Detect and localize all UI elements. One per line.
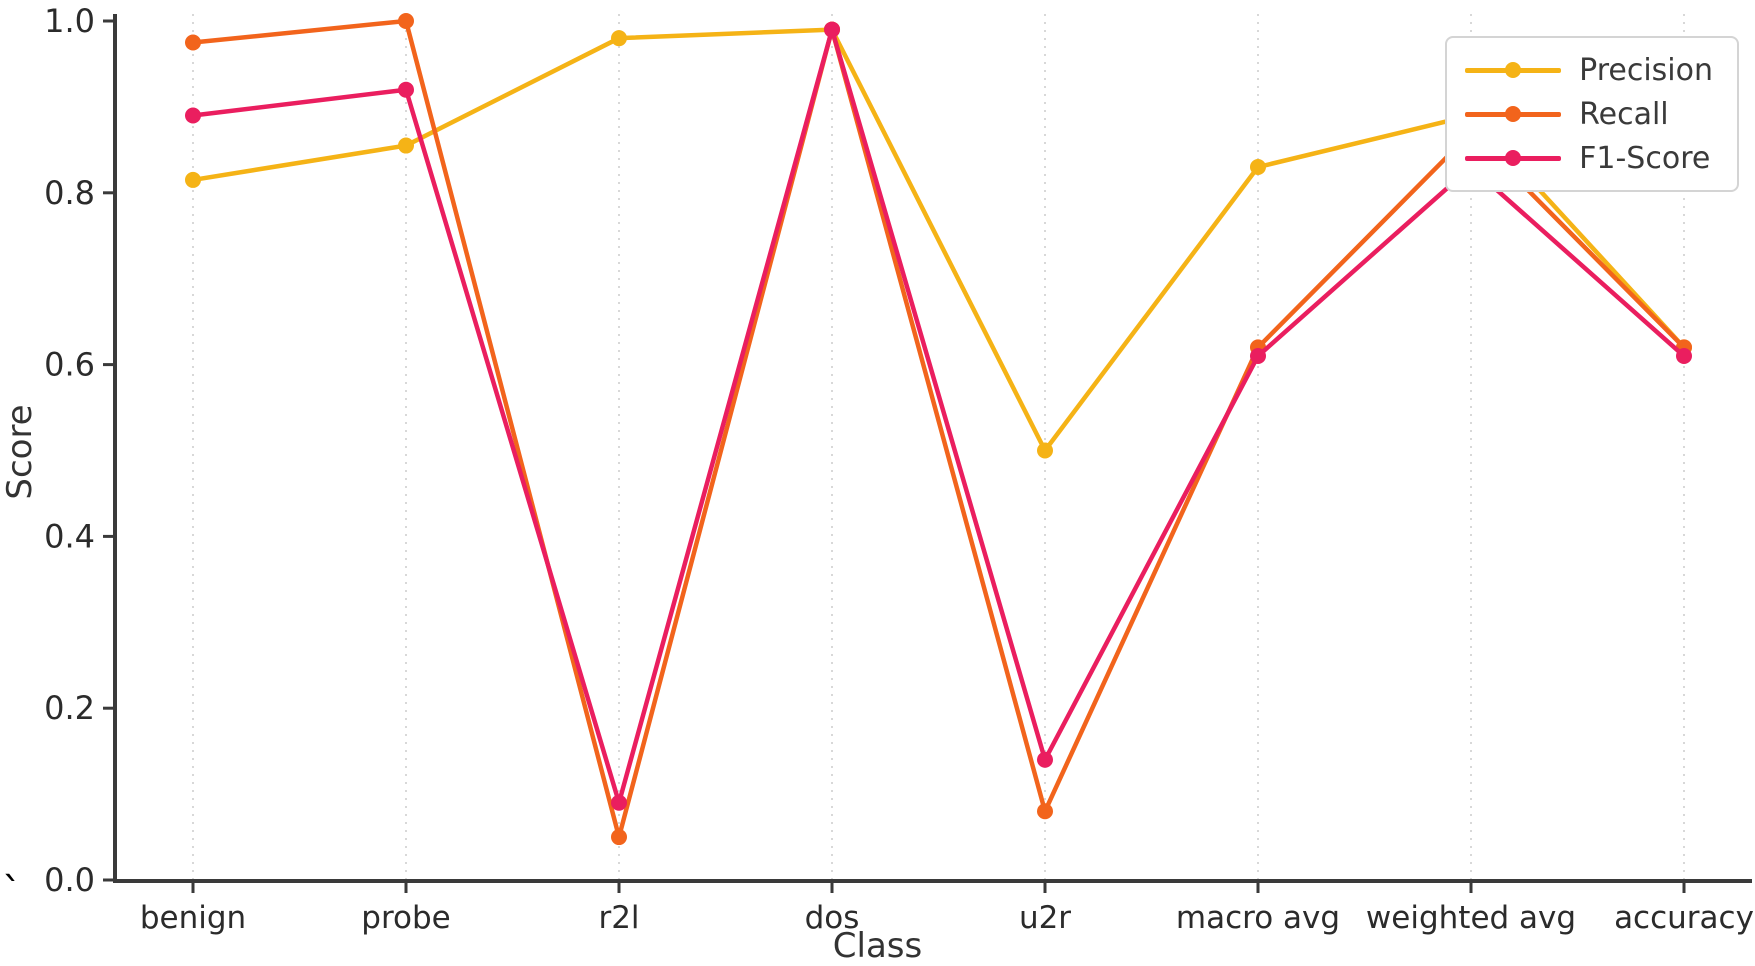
chart-line-precision bbox=[190, 27, 1687, 453]
y-tick-label: 0.0 bbox=[44, 861, 95, 899]
chart-point-precision-u2r bbox=[1037, 442, 1053, 459]
y-tick-label: 0.4 bbox=[44, 517, 95, 555]
chart-point-precision-r2l bbox=[611, 30, 627, 47]
stray-backtick-character: ` bbox=[2, 870, 22, 916]
legend-line-sample-icon bbox=[1465, 52, 1562, 88]
y-tick-label: 0.6 bbox=[44, 346, 95, 384]
chart-point-f1-score-r2l bbox=[611, 794, 627, 811]
x-tick-label-benign: benign bbox=[140, 900, 246, 936]
chart-point-f1-score-accuracy bbox=[1676, 348, 1692, 365]
legend-line-sample-icon bbox=[1465, 96, 1562, 132]
x-tick-label-weighted-avg: weighted avg bbox=[1366, 900, 1576, 936]
chart-point-f1-score-u2r bbox=[1037, 751, 1053, 768]
chart-point-f1-score-benign bbox=[185, 107, 201, 124]
legend-line-sample-icon bbox=[1465, 140, 1562, 176]
legend-label: F1-Score bbox=[1579, 140, 1711, 176]
legend-label: Recall bbox=[1579, 96, 1669, 132]
chart-point-f1-score-dos bbox=[824, 21, 840, 38]
chart-point-f1-score-probe bbox=[398, 81, 414, 98]
chart-line-f1-score bbox=[190, 27, 1687, 805]
y-tick-label: 0.8 bbox=[44, 174, 95, 212]
chart-point-recall-u2r bbox=[1037, 803, 1053, 820]
x-axis-label: Class bbox=[832, 926, 923, 966]
legend: Precision Recall F1-Score bbox=[1445, 36, 1739, 192]
x-tick-label-accuracy: accuracy bbox=[1614, 900, 1754, 936]
x-tick-label-r2l: r2l bbox=[598, 900, 639, 936]
y-axis-label: Score bbox=[0, 404, 40, 500]
chart-line-recall bbox=[190, 18, 1687, 840]
x-tick-label-u2r: u2r bbox=[1019, 900, 1071, 936]
chart-point-recall-benign bbox=[185, 34, 201, 51]
y-tick-label: 0.2 bbox=[44, 689, 95, 727]
chart-point-precision-macro-avg bbox=[1250, 159, 1266, 176]
x-tick-label-dos: dos bbox=[805, 900, 860, 936]
legend-label: Precision bbox=[1579, 52, 1713, 88]
x-tick-label-probe: probe bbox=[361, 900, 450, 936]
chart-point-f1-score-macro-avg bbox=[1250, 348, 1266, 365]
y-tick-label: 1.0 bbox=[44, 2, 95, 40]
chart-point-recall-probe bbox=[398, 13, 414, 29]
chart-point-precision-probe bbox=[398, 137, 414, 154]
legend-entry-recall: Recall bbox=[1465, 96, 1713, 132]
legend-entry-precision: Precision bbox=[1465, 52, 1713, 88]
chart-point-precision-benign bbox=[185, 171, 201, 188]
legend-entry-f1-score: F1-Score bbox=[1465, 140, 1713, 176]
chart-point-recall-r2l bbox=[611, 829, 627, 846]
x-tick-label-macro-avg: macro avg bbox=[1176, 900, 1340, 936]
